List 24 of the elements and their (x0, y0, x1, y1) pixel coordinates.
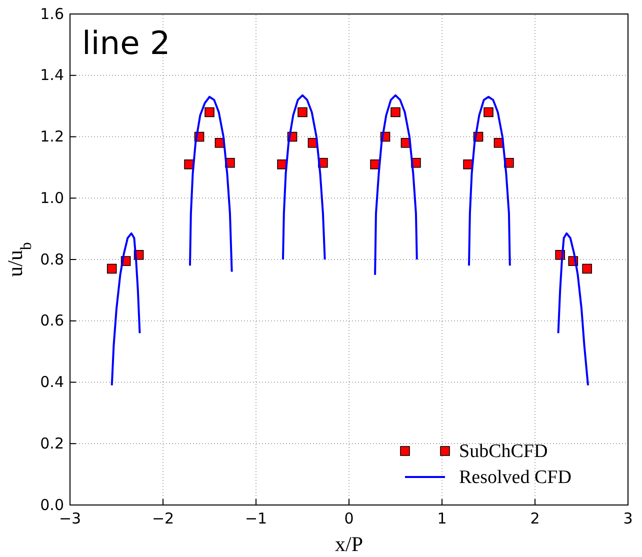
x-tick-label: 2 (530, 510, 540, 528)
point (390, 107, 400, 118)
x-tick-label: −2 (152, 510, 174, 528)
x-tick-label: 3 (623, 510, 633, 528)
y-tick-label: 1.6 (40, 4, 64, 23)
point (106, 264, 117, 274)
y-tick-label: 0.6 (40, 312, 64, 330)
point (484, 107, 494, 118)
legend-label: SubChCFD (459, 441, 548, 462)
y-tick-label: 1.2 (40, 128, 64, 146)
point (582, 264, 592, 274)
x-tick-label: 1 (437, 510, 447, 528)
point (298, 107, 308, 118)
x-axis-title: x/P (334, 532, 364, 556)
y-tick-label: 1.4 (40, 66, 64, 84)
x-tick-label: −1 (244, 510, 268, 528)
legend-label: Resolved CFD (459, 467, 572, 488)
y-tick-label: 1.0 (40, 188, 64, 207)
point (204, 107, 214, 118)
y-tick-label: 0.4 (40, 373, 64, 392)
y-tick-label: 0.2 (40, 434, 64, 452)
x-tick-label: 0 (344, 510, 354, 528)
annotation: line 2 (82, 24, 170, 62)
y-tick-label: 0.8 (40, 250, 64, 268)
